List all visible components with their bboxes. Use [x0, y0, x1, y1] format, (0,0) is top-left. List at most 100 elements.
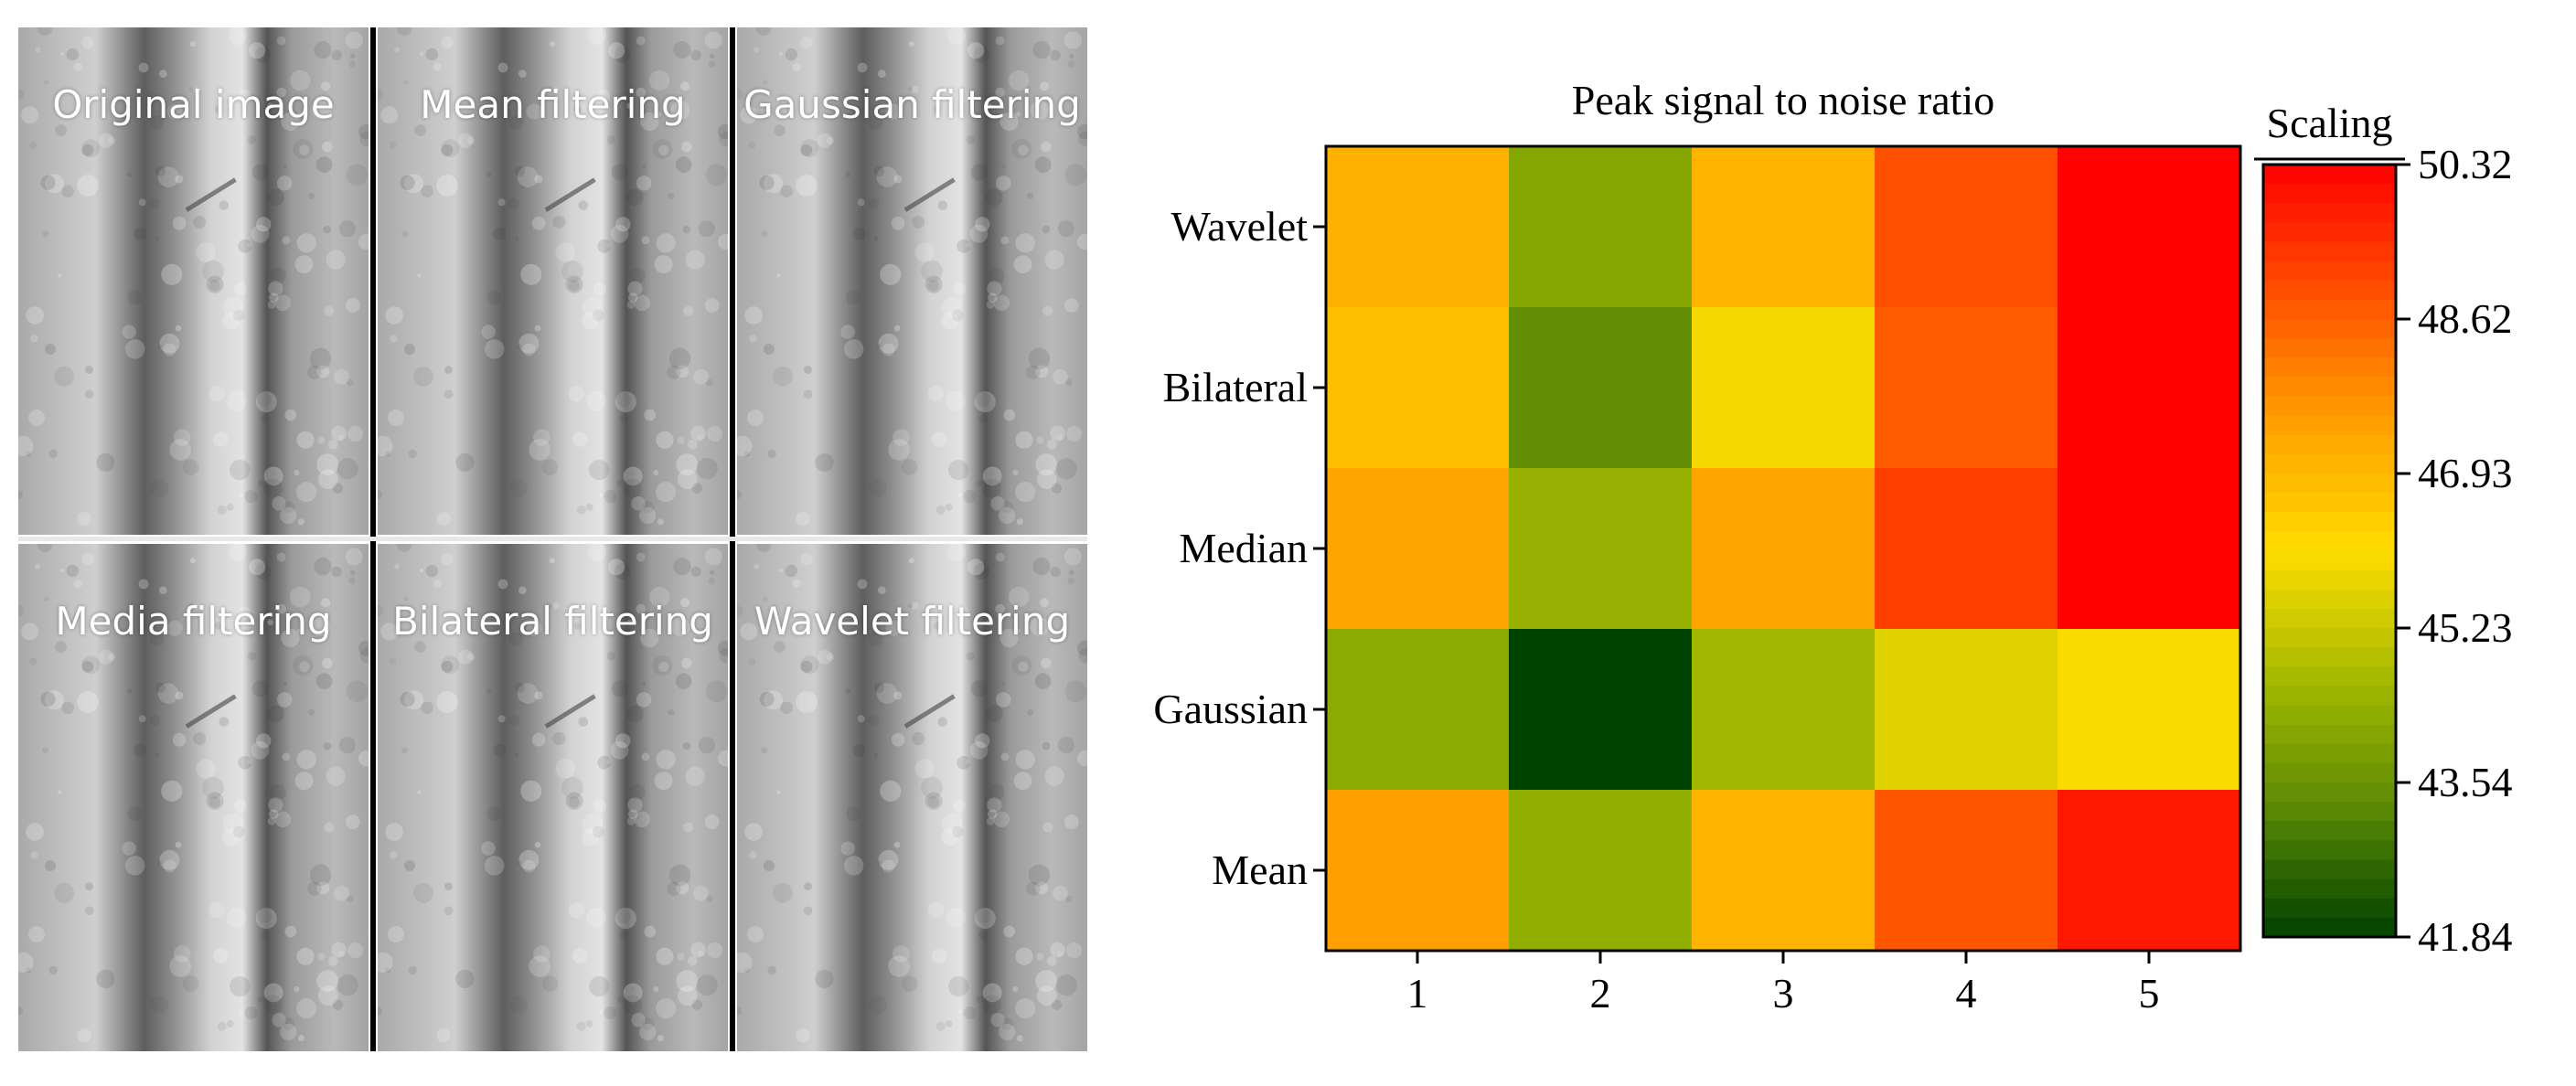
- x-axis: 1 2 3 4 5: [1407, 951, 2160, 1017]
- heatmap-cell: [1509, 307, 1693, 469]
- heatmap-cell: [2058, 146, 2241, 308]
- colorbar-band: [2263, 280, 2396, 301]
- colorbar-band: [2263, 493, 2396, 513]
- heatmap-cell: [1692, 629, 1876, 791]
- colorbar-band: [2263, 859, 2396, 880]
- heatmap-cell: [1875, 790, 2058, 952]
- heatmap-cell: [1326, 146, 1510, 308]
- colorbar-band: [2263, 512, 2396, 532]
- colorbar-band: [2263, 878, 2396, 900]
- heatmap-cell: [2058, 307, 2241, 469]
- heatmap-cell: [1875, 146, 2058, 308]
- colorbar-band: [2263, 589, 2396, 610]
- panel-gaussian: Gaussian filtering: [737, 27, 1087, 535]
- colorbar-band: [2263, 474, 2396, 494]
- colorbar-frame: [2261, 163, 2398, 939]
- colorbar-tick-label: 50.32: [2418, 141, 2513, 187]
- colorbar-band: [2263, 338, 2396, 358]
- colorbar-band: [2263, 647, 2396, 667]
- micrograph-image: [18, 544, 369, 1051]
- heatmap-cell: [1326, 629, 1510, 791]
- colorbar-band: [2263, 686, 2396, 707]
- colorbar-tick-label: 46.93: [2418, 450, 2513, 496]
- colorbar-band: [2263, 666, 2396, 687]
- panel-divider-horizontal: [18, 537, 1087, 541]
- colorbar-band: [2263, 453, 2396, 474]
- colorbar-band: [2263, 261, 2396, 282]
- panel-mean: Mean filtering: [378, 27, 728, 535]
- panel-label-median: Media filtering: [55, 599, 332, 644]
- x-tick-label: 5: [2139, 970, 2160, 1017]
- panel-label-original: Original image: [52, 82, 335, 127]
- y-tick-label: Mean: [1212, 846, 1308, 893]
- heatmap-cell: [1509, 790, 1693, 952]
- panel-median: Media filtering: [18, 544, 369, 1051]
- panel-label-bilateral: Bilateral filtering: [392, 599, 713, 644]
- heatmap-cell: [1509, 146, 1693, 308]
- panel-label-mean: Mean filtering: [420, 82, 686, 127]
- panel-label-wavelet: Wavelet filtering: [754, 599, 1071, 644]
- colorbar-band: [2263, 917, 2396, 938]
- heatmap-cell: [1326, 468, 1510, 630]
- colorbar-band: [2263, 531, 2396, 552]
- heatmap-cell: [2058, 790, 2241, 952]
- colorbar-band: [2263, 319, 2396, 339]
- panel-wavelet: Wavelet filtering: [737, 544, 1087, 1051]
- y-tick-label: Median: [1179, 525, 1308, 571]
- colorbar-title: Scaling: [2267, 100, 2393, 146]
- colorbar-tick-label: 48.62: [2418, 295, 2513, 342]
- colorbar-band: [2263, 783, 2396, 803]
- colorbar-band: [2263, 396, 2396, 417]
- y-tick-label: Wavelet: [1170, 203, 1308, 250]
- colorbar-band: [2263, 898, 2396, 919]
- colorbar-band: [2263, 415, 2396, 436]
- colorbar-band: [2263, 705, 2396, 726]
- heatmap-cell: [1509, 629, 1693, 791]
- colorbar-band: [2263, 299, 2396, 320]
- colorbar-band: [2263, 222, 2396, 243]
- psnr-heatmap: Peak signal to noise ratio Wavelet Bilate…: [1153, 77, 2513, 1017]
- colorbar-tick-label: 45.23: [2418, 604, 2513, 651]
- heatmap-cell: [1509, 468, 1693, 630]
- panel-bilateral: Bilateral filtering: [378, 544, 728, 1051]
- heatmap-cell: [1692, 146, 1876, 308]
- heatmap-cells: [1326, 146, 2241, 952]
- colorbar-band: [2263, 357, 2396, 378]
- x-tick-label: 1: [1407, 970, 1428, 1017]
- colorbar-band: [2263, 724, 2396, 745]
- colorbar-band: [2263, 241, 2396, 262]
- colorbar-band: [2263, 821, 2396, 841]
- x-tick-label: 3: [1773, 970, 1794, 1017]
- x-tick-label: 2: [1590, 970, 1611, 1017]
- colorbar-band: [2263, 570, 2396, 591]
- colorbar-band: [2263, 434, 2396, 455]
- colorbar-band: [2263, 802, 2396, 822]
- heatmap-cell: [1875, 307, 2058, 469]
- heatmap-cell: [1326, 790, 1510, 952]
- y-axis: Wavelet Bilateral Median Gaussian Mean: [1153, 203, 1326, 893]
- colorbar-tick-label: 41.84: [2418, 913, 2513, 960]
- micrograph-image: [18, 27, 369, 535]
- heatmap-cell: [2058, 468, 2241, 630]
- heatmap-cell: [2058, 629, 2241, 791]
- heatmap-cell: [1326, 307, 1510, 469]
- heatmap-cell: [1875, 629, 2058, 791]
- colorbar-band: [2263, 165, 2396, 185]
- micrograph-image: [378, 27, 728, 535]
- heatmap-cell: [1692, 307, 1876, 469]
- colorbar-band: [2263, 762, 2396, 783]
- heatmap-cell: [1692, 790, 1876, 952]
- y-tick-label: Bilateral: [1163, 364, 1308, 410]
- colorbar-band: [2263, 840, 2396, 861]
- heatmap-cell: [1875, 468, 2058, 630]
- filter-comparison-grid: Original image Mean filtering Gaussian f…: [18, 27, 1088, 1060]
- colorbar-band: [2263, 203, 2396, 223]
- colorbar-band: [2263, 743, 2396, 764]
- micrograph-image: [737, 27, 1087, 535]
- heatmap-cell: [1692, 468, 1876, 630]
- colorbar: 50.32 48.62 46.93 45.23 43.54 41.84: [2254, 141, 2513, 960]
- chart-title: Peak signal to noise ratio: [1572, 77, 1994, 123]
- x-tick-label: 4: [1956, 970, 1977, 1017]
- micrograph-image: [378, 544, 728, 1051]
